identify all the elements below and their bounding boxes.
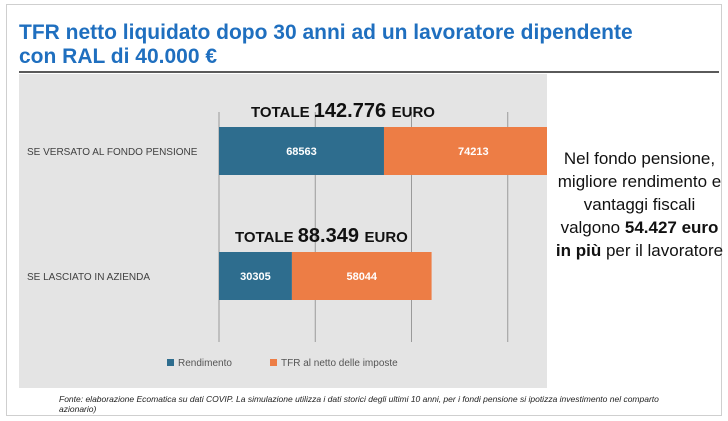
total-annotation: TOTALE 142.776 EURO <box>251 100 435 122</box>
chart-panel: SE VERSATO AL FONDO PENSIONE 68563 74213 TO… <box>19 74 547 388</box>
bar-segment <box>219 127 384 175</box>
data-label: 68563 <box>286 146 317 158</box>
data-label: 30305 <box>240 271 271 283</box>
side-note-text: Nel fondo pensione, migliore rendimento … <box>557 149 722 237</box>
legend-swatch <box>270 359 277 366</box>
bar-segment <box>219 252 292 300</box>
side-note: Nel fondo pensione, migliore rendimento … <box>552 147 727 262</box>
total-annotation: TOTALE 88.349 EURO <box>235 225 408 247</box>
category-label: SE VERSATO AL FONDO PENSIONE <box>27 147 198 158</box>
data-label: 58044 <box>346 271 377 283</box>
slide: TFR netto liquidato dopo 30 anni ad un l… <box>6 4 723 416</box>
source-note: Fonte: elaborazione Ecomatica su dati CO… <box>59 394 659 414</box>
title-divider <box>19 71 719 73</box>
bar-segment <box>383 127 547 175</box>
side-note-highlight: 54.427 euro in più <box>555 218 719 260</box>
data-label: 74213 <box>458 146 489 158</box>
stacked-bar-chart: SE VERSATO AL FONDO PENSIONE 68563 74213 TO… <box>27 100 547 369</box>
legend-swatch <box>167 359 174 366</box>
slide-title: TFR netto liquidato dopo 30 anni ad un l… <box>19 21 633 68</box>
legend-entry: Rendimento <box>178 358 232 369</box>
side-note-tail: per il lavoratore <box>605 241 724 260</box>
category-label: SE LASCIATO IN AZIENDA <box>27 272 150 283</box>
bar-segment <box>291 252 432 300</box>
legend-entry: TFR al netto delle imposte <box>281 358 398 369</box>
